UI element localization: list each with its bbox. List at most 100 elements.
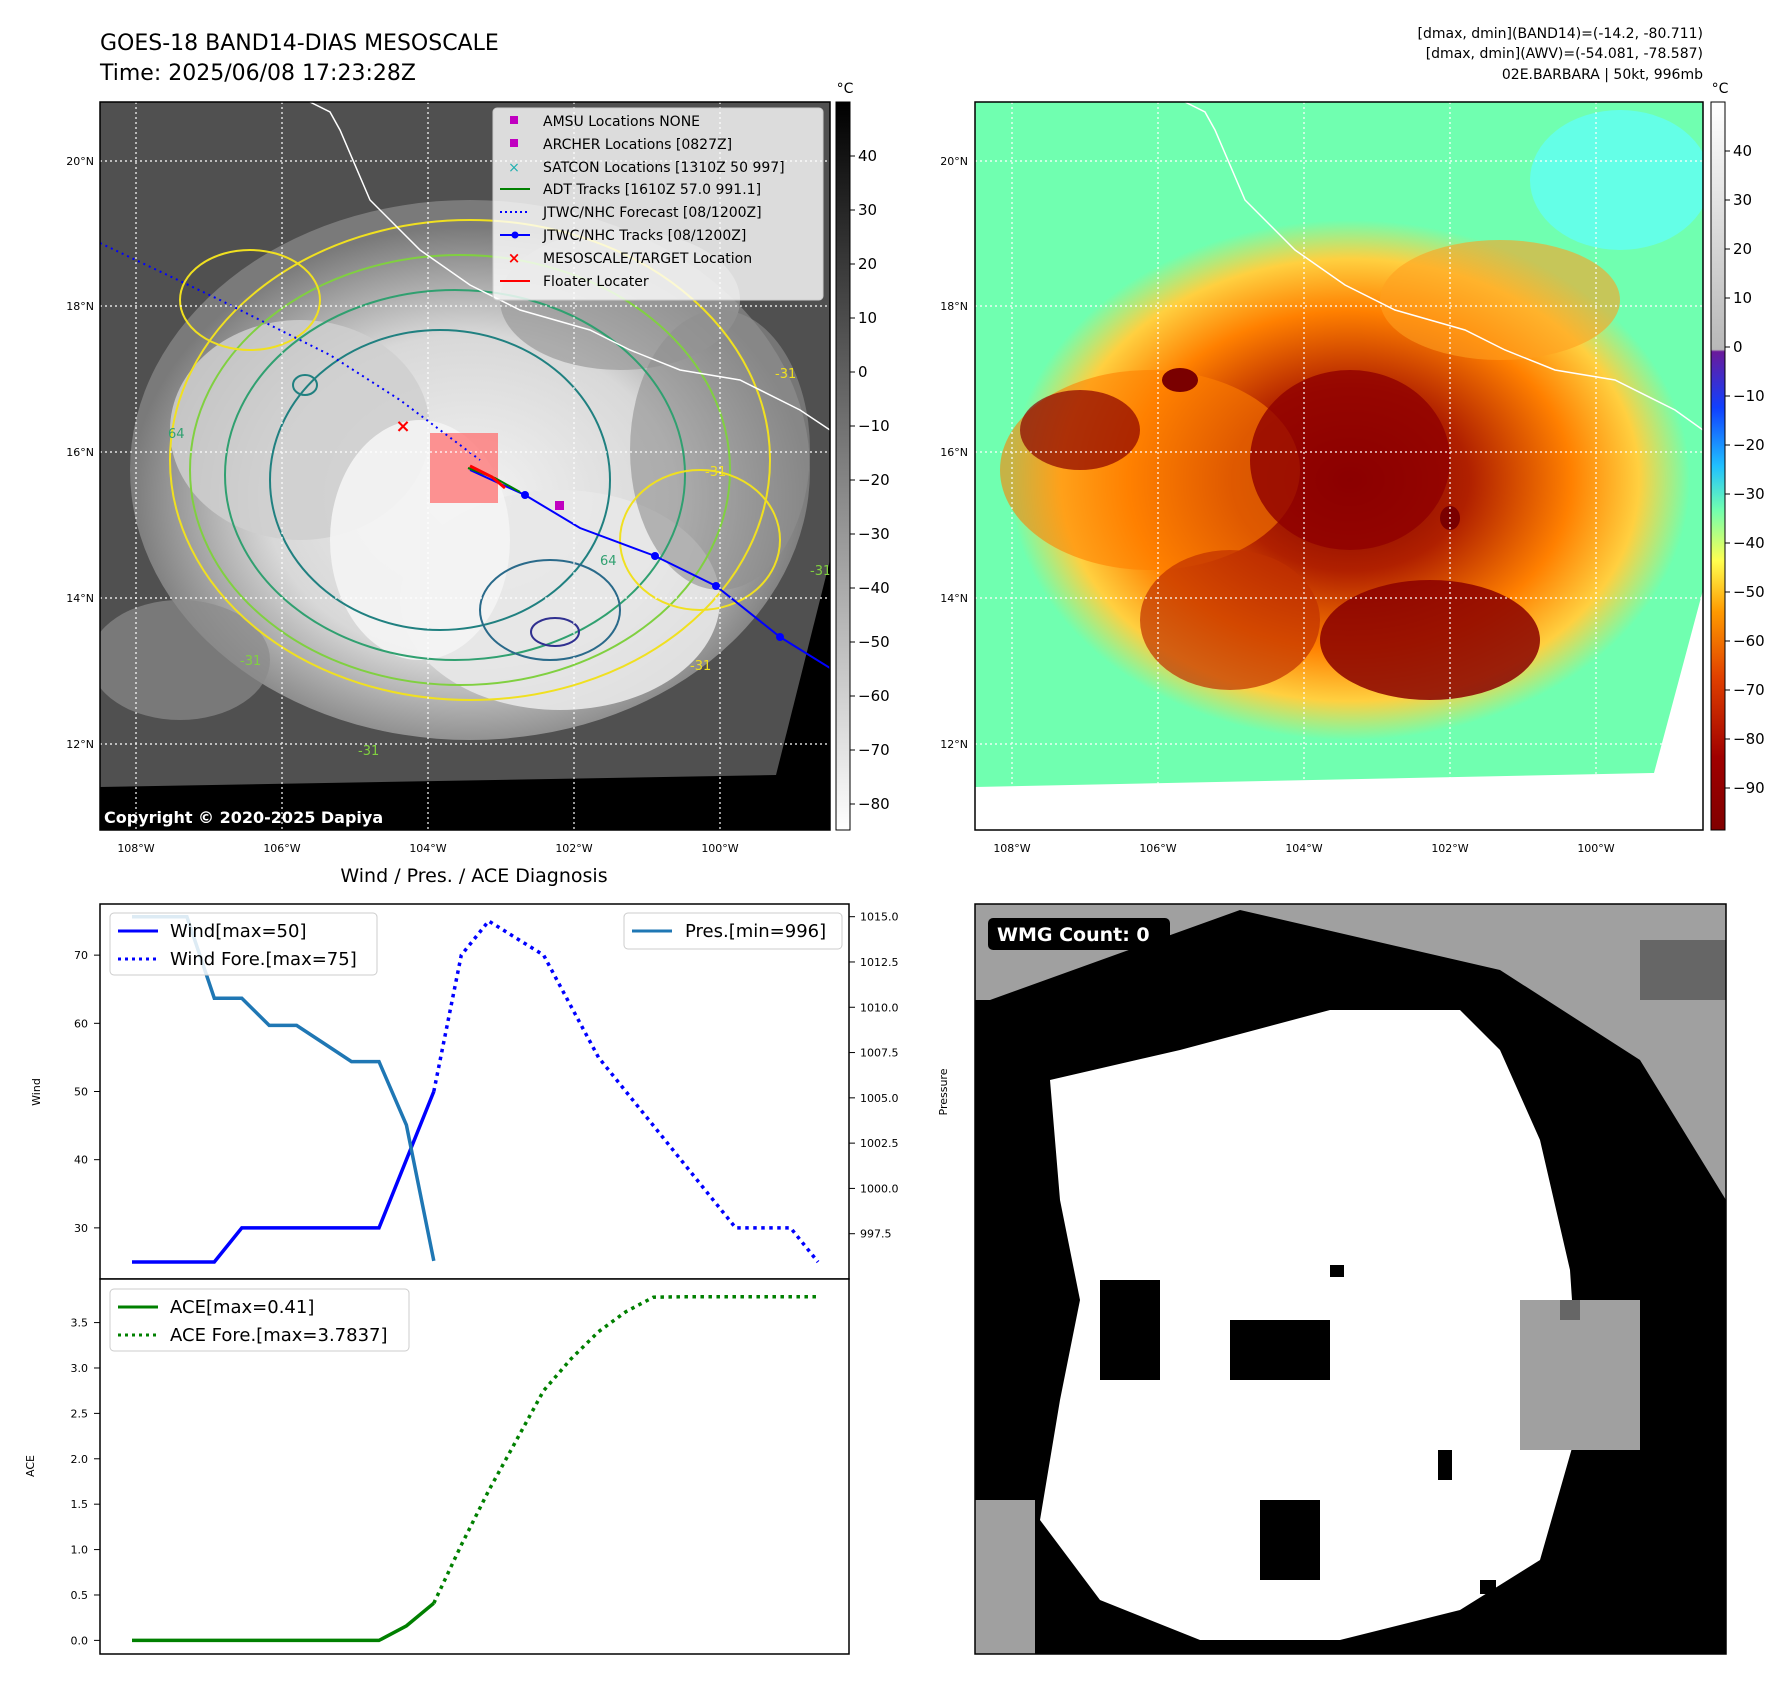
colorbar-tick-label: −60 — [1733, 632, 1765, 650]
colorbar-tick-label: 40 — [858, 147, 877, 165]
map-legend: AMSU Locations NONE ARCHER Locations [08… — [492, 107, 824, 301]
y-right-tick-label: 1015.0 — [860, 911, 899, 924]
y-tick-label: 2.0 — [71, 1453, 89, 1466]
contour-label: -31 — [705, 465, 726, 480]
y-right-tick-label: 1010.0 — [860, 1001, 899, 1014]
y-tick-label: 60 — [74, 1017, 88, 1030]
ace-axis-label: ACE — [24, 1455, 37, 1477]
colorbar-tick-label: 0 — [1733, 338, 1743, 356]
contour-label: -31 — [690, 659, 711, 674]
colorbar-tick-label: −50 — [858, 633, 890, 651]
legend-entry: Wind Fore.[max=75] — [170, 949, 357, 970]
lon-label: 100°W — [701, 842, 738, 855]
legend-entry: ARCHER Locations [0827Z] — [543, 137, 732, 153]
colorbar-tick-label: 40 — [1733, 142, 1752, 160]
colorbar-tick-label: −10 — [858, 417, 890, 435]
colorbar-unit: °C — [837, 81, 854, 97]
ace-legend: ACE[max=0.41] ACE Fore.[max=3.7837] — [109, 1288, 410, 1352]
lon-label: 108°W — [993, 842, 1030, 855]
info-storm: 02E.BARBARA | 50kt, 996mb — [1502, 67, 1703, 83]
wind-axis-label: Wind — [30, 1078, 43, 1106]
legend-entry: ACE Fore.[max=3.7837] — [170, 1325, 388, 1346]
y-tick-label: 30 — [74, 1222, 88, 1235]
colorbar-tick-label: −70 — [858, 741, 890, 759]
y-tick-label: 3.0 — [71, 1362, 89, 1375]
left-map-lat-labels: 20°N 18°N 16°N 14°N 12°N — [66, 155, 94, 751]
series-line — [432, 1295, 818, 1604]
colorbar-tick-label: −80 — [858, 795, 890, 813]
colorbar-unit: °C — [1712, 81, 1729, 97]
legend-entry: Floater Locater — [543, 274, 649, 290]
info-band14: [dmax, dmin](BAND14)=(-14.2, -80.711) — [1418, 26, 1704, 42]
lon-label: 104°W — [409, 842, 446, 855]
contour-label: -31 — [775, 367, 796, 382]
lat-label: 12°N — [940, 738, 968, 751]
lat-label: 16°N — [66, 446, 94, 459]
gray-colorbar: °C 40 30 20 10 0 −10 −20 −30 −40 −50 −60 −70 −80 — [835, 81, 890, 831]
y-tick-label: 2.5 — [71, 1407, 89, 1420]
colorbar-tick-label: 20 — [858, 255, 877, 273]
colorbar-tick-label: −20 — [1733, 436, 1765, 454]
legend-entry: AMSU Locations NONE — [543, 114, 700, 130]
contour-label: -31 — [358, 744, 379, 759]
y-right-tick-label: 997.5 — [860, 1228, 892, 1241]
colorbar-tick-label: 30 — [1733, 191, 1752, 209]
y-right-tick-label: 1000.0 — [860, 1182, 899, 1195]
colorbar-tick-label: 10 — [1733, 289, 1752, 307]
series-line — [132, 1601, 435, 1643]
lon-label: 106°W — [1139, 842, 1176, 855]
pressure-legend: Pres.[min=996] — [623, 912, 843, 950]
lat-label: 20°N — [940, 155, 968, 168]
wmg-count-badge — [988, 918, 1170, 950]
wind-legend: Wind[max=50] Wind Fore.[max=75] — [109, 912, 378, 976]
lat-label: 18°N — [940, 300, 968, 313]
wmg-panel: WMG Count: 0 — [974, 903, 1727, 1655]
left-map-lon-labels: 108°W 106°W 104°W 102°W 100°W — [117, 842, 738, 855]
contour-label: -31 — [810, 564, 831, 579]
legend-entry: JTWC/NHC Tracks [08/1200Z] — [542, 228, 746, 244]
right-map-lat-labels: 20°N 18°N 16°N 14°N 12°N — [940, 155, 968, 751]
lon-label: 102°W — [555, 842, 592, 855]
copyright: Copyright © 2020-2025 Dapiya — [104, 808, 383, 827]
colorbar-tick-label: −70 — [1733, 681, 1765, 699]
colorbar-tick-label: 30 — [858, 201, 877, 219]
lat-label: 12°N — [66, 738, 94, 751]
y-tick-label: 1.5 — [71, 1498, 89, 1511]
wmg-count: WMG Count: 0 — [997, 924, 1150, 946]
colorbar-tick-label: −20 — [858, 471, 890, 489]
amsu-legend-square — [510, 116, 518, 124]
lon-label: 106°W — [263, 842, 300, 855]
lat-label: 18°N — [66, 300, 94, 313]
floater-box — [430, 433, 498, 503]
colorbar-tick-label: −60 — [858, 687, 890, 705]
diagnosis-title: Wind / Pres. / ACE Diagnosis — [340, 865, 607, 887]
lat-label: 14°N — [940, 592, 968, 605]
lon-label: 102°W — [1431, 842, 1468, 855]
lat-label: 16°N — [940, 446, 968, 459]
right-map-lon-labels: 108°W 106°W 104°W 102°W 100°W — [993, 842, 1614, 855]
target-marker: × — [395, 416, 410, 437]
color-colorbar: °C 40 30 20 10 0 −10 −20 −30 −40 −50 −60 −70 −80 −90 — [1710, 81, 1765, 831]
colorbar-tick-label: −40 — [1733, 534, 1765, 552]
y-tick-label: 70 — [74, 949, 88, 962]
wind-pressure-chart: 30 40 50 60 70 997.5 1000.0 1002.5 1005.0 1007.5 1… — [30, 903, 950, 1280]
lon-label: 100°W — [1577, 842, 1614, 855]
contour-label: 64 — [600, 554, 617, 569]
lon-label: 104°W — [1285, 842, 1322, 855]
y-tick-label: 50 — [74, 1086, 88, 1099]
colorbar-tick-label: 0 — [858, 363, 868, 381]
contour-label: 64 — [168, 427, 185, 442]
contour-label: -31 — [240, 654, 261, 669]
colorbar-tick-label: −80 — [1733, 730, 1765, 748]
legend-entry: SATCON Locations [1310Z 50 997] — [543, 160, 785, 176]
archer-marker — [555, 501, 564, 510]
forecast-track — [100, 242, 481, 461]
target-legend-x: × — [508, 249, 521, 267]
figure-time: Time: 2025/06/08 17:23:28Z — [99, 61, 416, 86]
legend-entry: ADT Tracks [1610Z 57.0 991.1] — [543, 182, 761, 198]
info-awv: [dmax, dmin](AWV)=(-54.081, -78.587) — [1426, 46, 1703, 62]
colorbar-tick-label: −50 — [1733, 583, 1765, 601]
ir-gray-map-panel: × -31 -31 -31 -31 64 64 -31 -31 Copyrigh… — [66, 81, 889, 855]
ace-chart: 0.0 0.5 1.0 1.5 2.0 2.5 3.0 3.5 ACE ACE[max=0.4… — [24, 1278, 850, 1655]
